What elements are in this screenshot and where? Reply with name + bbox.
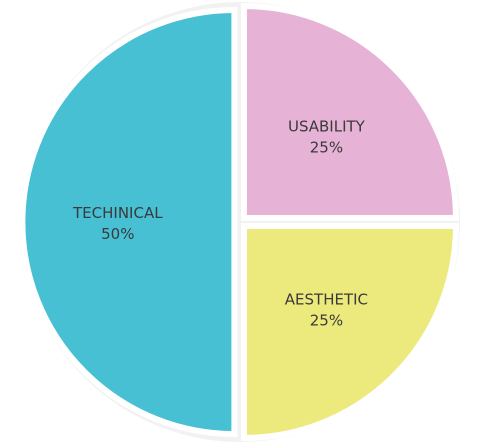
pie-slice-usability (240, 3, 459, 222)
pie-slice-techinical (19, 6, 238, 438)
slice-value-techinical: 50% (101, 225, 134, 243)
slice-label-usability: USABILITY (288, 118, 366, 136)
slice-value-usability: 25% (310, 139, 343, 157)
pie-labels: TECHINICAL 50% USABILITY 25% AESTHETIC 25% (72, 118, 368, 330)
pie-slices (19, 3, 459, 441)
pie-slice-aesthetic (240, 222, 459, 441)
slice-label-aesthetic: AESTHETIC (285, 290, 368, 308)
slice-value-aesthetic: 25% (310, 311, 343, 329)
slice-label-techinical: TECHINICAL (72, 204, 163, 222)
